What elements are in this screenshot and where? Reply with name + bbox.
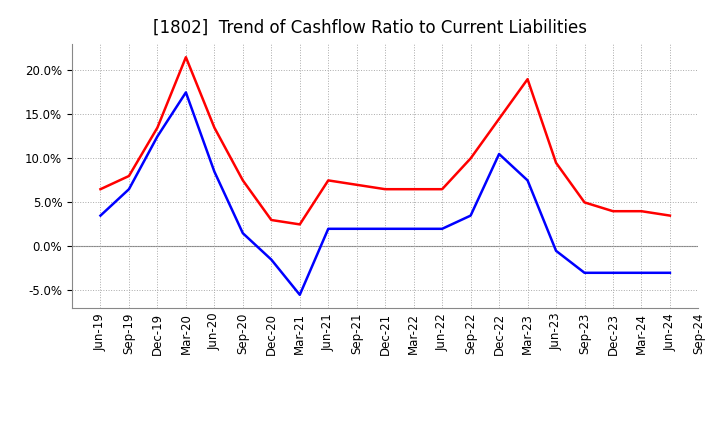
Free CF to Current Liabilities xyxy=(608,270,617,275)
Operating CF to Current Liabilities xyxy=(552,160,560,165)
Operating CF to Current Liabilities xyxy=(238,178,247,183)
Operating CF to Current Liabilities xyxy=(665,213,674,218)
Free CF to Current Liabilities xyxy=(96,213,105,218)
Free CF to Current Liabilities xyxy=(665,270,674,275)
Operating CF to Current Liabilities xyxy=(210,125,219,130)
Free CF to Current Liabilities xyxy=(125,187,133,192)
Operating CF to Current Liabilities xyxy=(295,222,304,227)
Operating CF to Current Liabilities xyxy=(467,156,475,161)
Operating CF to Current Liabilities xyxy=(495,116,503,121)
Free CF to Current Liabilities xyxy=(438,226,446,231)
Free CF to Current Liabilities xyxy=(495,151,503,157)
Operating CF to Current Liabilities xyxy=(410,187,418,192)
Free CF to Current Liabilities xyxy=(410,226,418,231)
Operating CF to Current Liabilities xyxy=(580,200,589,205)
Operating CF to Current Liabilities xyxy=(381,187,390,192)
Operating CF to Current Liabilities xyxy=(438,187,446,192)
Free CF to Current Liabilities xyxy=(381,226,390,231)
Operating CF to Current Liabilities xyxy=(324,178,333,183)
Text: [1802]  Trend of Cashflow Ratio to Current Liabilities: [1802] Trend of Cashflow Ratio to Curren… xyxy=(153,19,588,37)
Free CF to Current Liabilities xyxy=(210,169,219,174)
Operating CF to Current Liabilities xyxy=(267,217,276,223)
Operating CF to Current Liabilities xyxy=(523,77,532,82)
Free CF to Current Liabilities xyxy=(523,178,532,183)
Operating CF to Current Liabilities xyxy=(352,182,361,187)
Operating CF to Current Liabilities xyxy=(125,173,133,179)
Free CF to Current Liabilities xyxy=(467,213,475,218)
Line: Operating CF to Current Liabilities: Operating CF to Current Liabilities xyxy=(101,57,670,224)
Free CF to Current Liabilities xyxy=(352,226,361,231)
Free CF to Current Liabilities xyxy=(238,231,247,236)
Free CF to Current Liabilities xyxy=(580,270,589,275)
Free CF to Current Liabilities xyxy=(637,270,646,275)
Free CF to Current Liabilities xyxy=(267,257,276,262)
Operating CF to Current Liabilities xyxy=(181,55,190,60)
Operating CF to Current Liabilities xyxy=(608,209,617,214)
Line: Free CF to Current Liabilities: Free CF to Current Liabilities xyxy=(101,92,670,295)
Free CF to Current Liabilities xyxy=(295,292,304,297)
Operating CF to Current Liabilities xyxy=(153,125,162,130)
Free CF to Current Liabilities xyxy=(552,248,560,253)
Free CF to Current Liabilities xyxy=(324,226,333,231)
Operating CF to Current Liabilities xyxy=(637,209,646,214)
Free CF to Current Liabilities xyxy=(153,134,162,139)
Free CF to Current Liabilities xyxy=(181,90,190,95)
Operating CF to Current Liabilities xyxy=(96,187,105,192)
